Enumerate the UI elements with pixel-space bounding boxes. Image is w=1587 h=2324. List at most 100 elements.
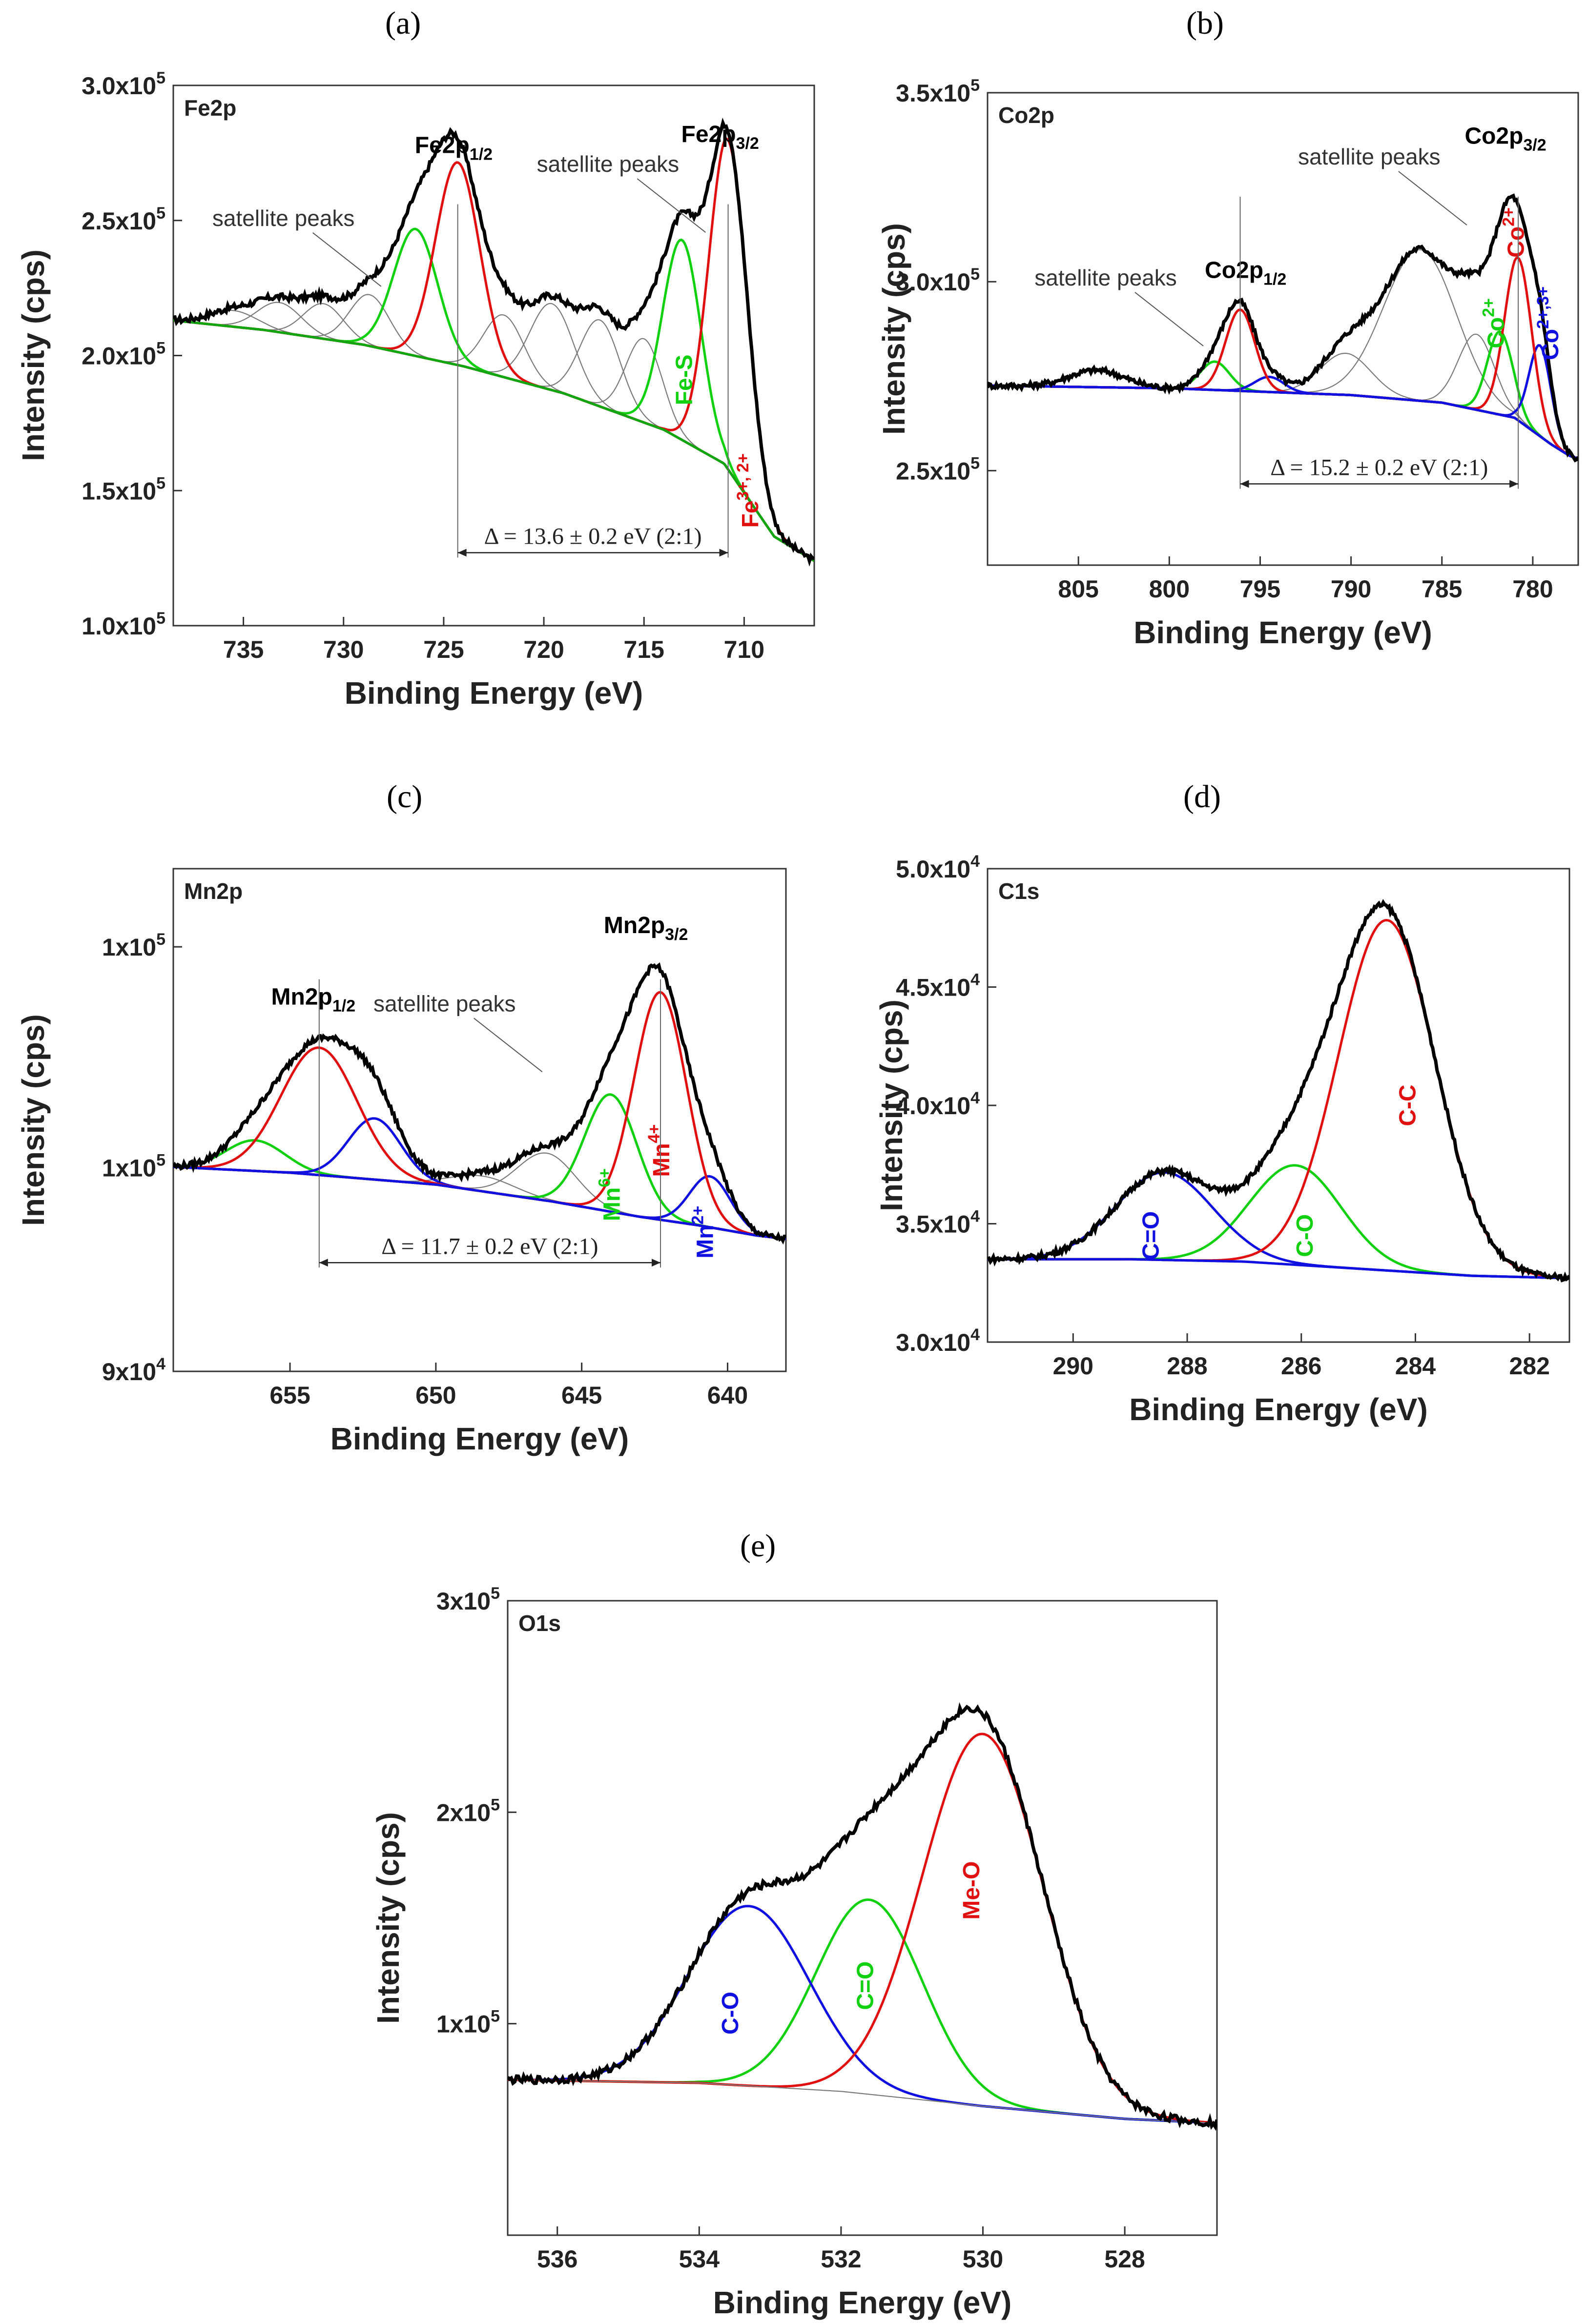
y-axis-label: Intensity (cps) [371,1812,406,2024]
y-tick-label: 9x104 [102,1355,165,1386]
chart-mn2p: 655 650 645 640 9x104 1x105 1x105 Binding Energ… [16,868,787,1456]
y-tick-label: 3.5x105 [896,76,980,107]
y-axis-label: Intensity (cps) [876,223,911,435]
x-tick-label: 282 [1509,1352,1549,1380]
x-tick-label: 710 [724,636,764,663]
fit-peak-gray [988,352,1578,460]
x-tick-label: 780 [1512,575,1553,603]
x-tick-label: 725 [423,636,464,663]
panel-label-a: (a) [385,5,421,41]
x-axis-label: Binding Energy (eV) [1134,615,1432,650]
x-tick-label: 290 [1053,1352,1093,1380]
delta-arrowhead [1509,480,1519,488]
annotation-arrow [637,178,706,233]
peak-label: C-O [1292,1214,1318,1257]
fit-peak-red [173,137,814,562]
annotation-satellite-peaks: satellite peaks [1034,265,1177,290]
x-axis-label: Binding Energy (eV) [345,675,643,711]
y-tick-label: 1x105 [102,930,165,961]
x-tick-label: 715 [624,636,664,663]
x-tick-label: 645 [561,1382,602,1409]
x-axis-label: Binding Energy (eV) [713,2285,1012,2320]
x-tick-label: 532 [821,2245,861,2273]
fit-peak-blue [988,344,1578,461]
fit-peak-gray [173,303,814,562]
delta-arrowhead [652,1259,661,1267]
y-tick-label: 2.5x105 [896,454,980,485]
y-tick-label: 1.0x105 [82,609,165,640]
panel-label-e: (e) [740,1528,776,1564]
peak-label: C=O [852,1961,878,2010]
x-tick-label: 795 [1240,575,1280,603]
envelope-curve [173,962,786,1245]
y-tick-label: 2.5x105 [82,204,165,235]
peak-label: Co2+,3+ [1534,286,1564,360]
background-line [173,319,814,562]
chart-o1s: 536 534 532 530 528 1x105 2x105 3x105 Binding En… [371,1584,1218,2320]
panel-title: Fe2p [184,95,236,121]
fit-peak-blue [508,1905,1217,2124]
chart-c1s: 290 288 286 284 282 3.0x104 3.5x104 4.0x104 4.5x… [874,852,1570,1427]
x-tick-label: 284 [1395,1352,1436,1380]
y-tick-label: 3.0x105 [82,69,165,100]
annotation-arrow [312,232,382,287]
y-tick-label: 3.0x105 [896,265,980,296]
y-tick-label: 3.5x104 [896,1207,980,1238]
peak-label: Co2p3/2 [1464,123,1546,155]
annotation-arrow [1134,292,1204,347]
envelope-curve [988,193,1578,463]
y-tick-label: 5.0x104 [896,852,980,883]
fit-peak-red [173,991,786,1241]
plot-frame [507,1600,1218,2236]
x-tick-label: 640 [707,1382,748,1409]
x-tick-label: 655 [269,1382,310,1409]
y-tick-label: 1x105 [102,1151,165,1182]
y-tick-label: 3x105 [436,1584,500,1615]
annotation-satellite-peaks: satellite peaks [537,151,680,177]
plot-frame [987,92,1579,566]
x-tick-label: 286 [1281,1352,1321,1380]
delta-label: Δ = 11.7 ± 0.2 eV (2:1) [381,1233,598,1259]
annotation-satellite-peaks: satellite peaks [373,991,516,1016]
panel-label-d: (d) [1183,779,1221,815]
peak-label: Fe-S [672,354,698,405]
panel-label-b: (b) [1186,5,1224,41]
annotation-arrow [474,1018,543,1073]
panel-title: Co2p [998,102,1054,128]
y-tick-label: 1.5x105 [82,474,165,505]
x-tick-label: 536 [537,2245,577,2273]
x-tick-label: 288 [1167,1352,1207,1380]
background-line [508,2079,1217,2124]
plot-frame [172,868,787,1372]
fit-peak-green [173,227,814,562]
panel-title: O1s [518,1610,561,1636]
peak-label: Fe3+, 2+ [734,453,763,528]
y-tick-label: 2.0x105 [82,339,165,370]
delta-label: Δ = 13.6 ± 0.2 eV (2:1) [484,524,702,550]
panel-title: C1s [998,878,1039,904]
x-tick-label: 530 [963,2245,1003,2273]
x-tick-label: 534 [679,2245,720,2273]
y-axis-label: Intensity (cps) [16,1014,51,1226]
background-line [173,1165,786,1241]
fit-peak-green [173,238,814,562]
plot-frame [987,868,1570,1343]
peak-label: Mn4+ [645,1124,675,1177]
x-tick-label: 800 [1149,575,1190,603]
background-line [988,384,1578,461]
annotation-arrow [1398,171,1467,225]
peak-label: Mn6+ [595,1168,625,1221]
x-tick-label: 650 [415,1382,456,1409]
x-tick-label: 730 [323,636,364,663]
chart-co2p: 805 800 795 790 785 780 2.5x105 3.0x105 3.5x105 B… [876,76,1579,650]
panel-label-c: (c) [387,779,423,815]
delta-arrowhead [1240,480,1249,488]
fit-peak-green [988,1164,1569,1280]
y-tick-label: 1x105 [436,2007,500,2038]
background-line [988,1258,1569,1280]
y-tick-label: 4.5x104 [896,971,980,1001]
envelope-curve [988,898,1569,1283]
fit-peak-gray [173,303,814,562]
x-axis-label: Binding Energy (eV) [330,1421,629,1456]
